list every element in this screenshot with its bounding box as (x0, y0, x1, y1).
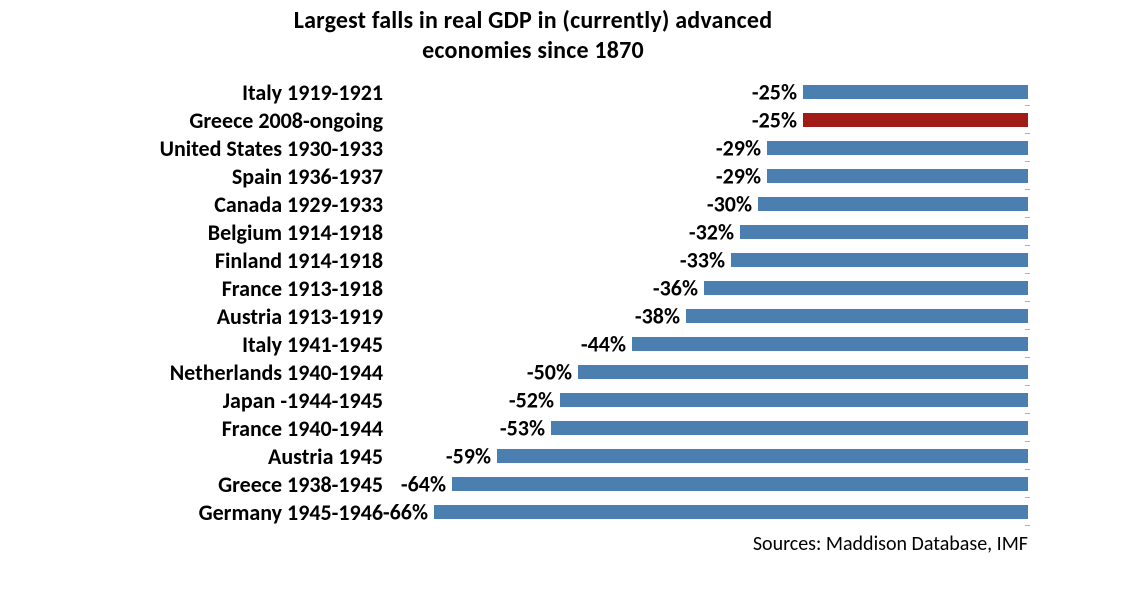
bar (686, 309, 1028, 323)
bar (803, 85, 1028, 99)
chart-row: Spain 1936-1937 -29% (38, 162, 1028, 190)
chart-row: Belgium 1914-1918 -32% (38, 218, 1028, 246)
chart-row: Austria 1913-1919 -38% (38, 302, 1028, 330)
plot-cell: -32% (398, 218, 1028, 246)
value-label: -52% (509, 387, 560, 414)
chart-row: Japan -1944-1945 -52% (38, 386, 1028, 414)
value-label: -66% (383, 499, 434, 526)
bar (452, 477, 1028, 491)
plot-cell: -59% (398, 442, 1028, 470)
value-label: -33% (680, 247, 731, 274)
category-label: Austria 1913-1919 (38, 303, 383, 330)
chart-rows: Italy 1919-1921 -25% Greece 2008-ongoing -2… (38, 78, 1028, 526)
value-label: -25% (752, 79, 803, 106)
category-label: Greece 2008-ongoing (38, 107, 383, 134)
chart-row: Italy 1941-1945 -44% (38, 330, 1028, 358)
bar (767, 169, 1028, 183)
value-label: -32% (689, 219, 740, 246)
bar (434, 505, 1028, 519)
category-label: United States 1930-1933 (38, 135, 383, 162)
plot-cell: -53% (398, 414, 1028, 442)
category-label: Spain 1936-1937 (38, 163, 383, 190)
plot-cell: -38% (398, 302, 1028, 330)
plot-cell: -52% (398, 386, 1028, 414)
value-label: -44% (581, 331, 632, 358)
category-label: Finland 1914-1918 (38, 247, 383, 274)
plot-cell: -36% (398, 274, 1028, 302)
bar (731, 253, 1028, 267)
value-label: -53% (500, 415, 551, 442)
chart-row: Greece 2008-ongoing -25% (38, 106, 1028, 134)
chart-row: United States 1930-1933 -29% (38, 134, 1028, 162)
category-label: Austria 1945 (38, 443, 383, 470)
plot-cell: -25% (398, 78, 1028, 106)
chart-row: Germany 1945-1946-66% (38, 498, 1028, 526)
bar (758, 197, 1028, 211)
bar (767, 141, 1028, 155)
chart-row: Greece 1938-1945 -64% (38, 470, 1028, 498)
chart-row: France 1913-1918 -36% (38, 274, 1028, 302)
plot-cell: -30% (398, 190, 1028, 218)
chart-title: Largest falls in real GDP in (currently)… (38, 6, 1028, 66)
bar (560, 393, 1028, 407)
bar (632, 337, 1028, 351)
gdp-falls-bar-chart: Largest falls in real GDP in (currently)… (38, 6, 1028, 526)
value-label: -59% (446, 443, 497, 470)
chart-row: Austria 1945 -59% (38, 442, 1028, 470)
category-label: Greece 1938-1945 (38, 471, 383, 498)
bar (704, 281, 1028, 295)
bar (578, 365, 1028, 379)
value-label: -50% (527, 359, 578, 386)
bar (497, 449, 1028, 463)
value-label: -30% (707, 191, 758, 218)
chart-title-line2: economies since 1870 (38, 36, 1028, 66)
category-label: Belgium 1914-1918 (38, 219, 383, 246)
value-label: -29% (716, 135, 767, 162)
axis-tick (1025, 525, 1030, 526)
value-label: -64% (401, 471, 452, 498)
chart-row: Finland 1914-1918 -33% (38, 246, 1028, 274)
chart-row: Italy 1919-1921 -25% (38, 78, 1028, 106)
plot-cell: -44% (398, 330, 1028, 358)
plot-cell: -64% (398, 470, 1028, 498)
category-label: France 1940-1944 (38, 415, 383, 442)
chart-row: Canada 1929-1933 -30% (38, 190, 1028, 218)
plot-cell: -50% (398, 358, 1028, 386)
chart-page: { "chart": { "type": "bar", "orientation… (0, 0, 1128, 591)
chart-row: France 1940-1944 -53% (38, 414, 1028, 442)
category-label: Japan -1944-1945 (38, 387, 383, 414)
bar (551, 421, 1028, 435)
value-label: -38% (635, 303, 686, 330)
category-label: Italy 1919-1921 (38, 79, 383, 106)
category-label: Canada 1929-1933 (38, 191, 383, 218)
value-label: -25% (752, 107, 803, 134)
chart-title-line1: Largest falls in real GDP in (currently)… (38, 6, 1028, 36)
plot-cell: -29% (398, 162, 1028, 190)
source-citation: Sources: Maddison Database, IMF (753, 532, 1028, 556)
bar (803, 113, 1028, 127)
value-label: -29% (716, 163, 767, 190)
category-label: Germany 1945-1946 (38, 499, 383, 526)
plot-cell: -33% (398, 246, 1028, 274)
category-label: Italy 1941-1945 (38, 331, 383, 358)
category-label: Netherlands 1940-1944 (38, 359, 383, 386)
chart-row: Netherlands 1940-1944 -50% (38, 358, 1028, 386)
plot-cell: -66% (398, 498, 1028, 526)
plot-cell: -29% (398, 134, 1028, 162)
category-label: France 1913-1918 (38, 275, 383, 302)
bar (740, 225, 1028, 239)
plot-cell: -25% (398, 106, 1028, 134)
value-label: -36% (653, 275, 704, 302)
